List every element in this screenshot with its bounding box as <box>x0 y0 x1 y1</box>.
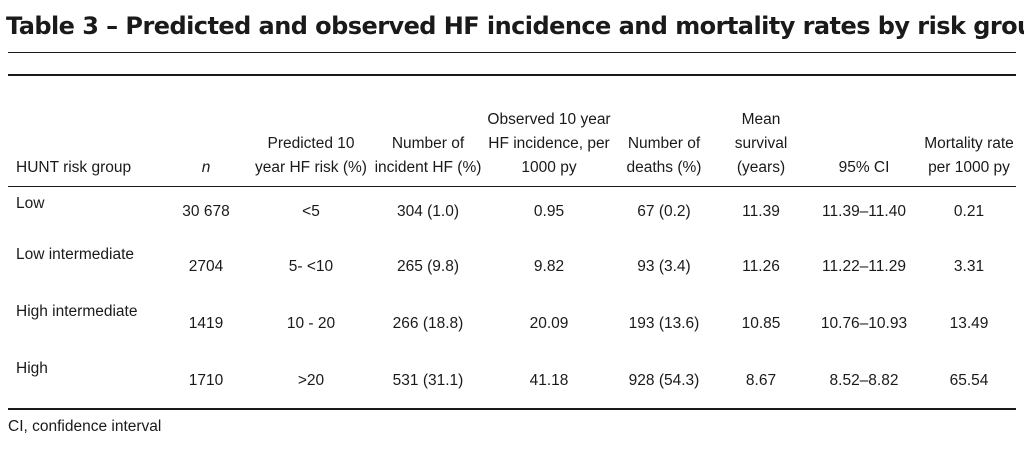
cell-incident-hf: 266 (18.8) <box>392 315 464 332</box>
table-row: High intermediate 1419 10 - 20 266 (18.8… <box>8 300 1016 357</box>
cell-incident-hf: 531 (31.1) <box>392 372 464 389</box>
cell-risk-group: High intermediate <box>16 303 138 320</box>
cell-deaths: 928 (54.3) <box>628 372 700 389</box>
cell-n: 30 678 <box>182 203 230 220</box>
header-bottom-rule <box>8 186 1016 187</box>
cell-mortality-rate: 65.54 <box>949 372 989 389</box>
cell-ci: 11.39–11.40 <box>822 203 906 220</box>
table-row: Low intermediate 2704 5- <10 265 (9.8) 9… <box>8 243 1016 300</box>
cell-observed-incidence: 0.95 <box>533 203 565 220</box>
header-top-rule <box>8 74 1016 76</box>
header-risk-group: HUNT risk group <box>16 159 132 176</box>
cell-predicted-risk: >20 <box>297 372 325 389</box>
table-row: High 1710 >20 531 (31.1) 41.18 928 (54.3… <box>8 357 1016 414</box>
cell-deaths: 193 (13.6) <box>628 315 700 332</box>
cell-observed-incidence: 20.09 <box>529 315 569 332</box>
cell-predicted-risk: <5 <box>302 203 320 220</box>
cell-mortality-rate: 0.21 <box>953 203 985 220</box>
cell-mortality-rate: 13.49 <box>949 315 989 332</box>
cell-incident-hf: 304 (1.0) <box>396 203 460 220</box>
risk-group-table: HUNT risk group n Predicted 10 year HF r… <box>8 76 1016 414</box>
header-predicted-risk: Predicted 10 year HF risk (%) <box>255 135 367 176</box>
header-mortality-rate: Mortality rate per 1000 py <box>924 135 1014 176</box>
cell-mean-survival: 11.39 <box>742 203 780 220</box>
title-rule <box>8 52 1016 53</box>
cell-predicted-risk: 5- <10 <box>288 258 334 275</box>
header-observed-incidence: Observed 10 year HF incidence, per 1000 … <box>487 111 611 176</box>
table-row: Low 30 678 <5 304 (1.0) 0.95 67 (0.2) 11… <box>8 186 1016 243</box>
cell-observed-incidence: 9.82 <box>533 258 565 275</box>
cell-n: 1419 <box>188 315 224 332</box>
header-n: n <box>201 159 211 176</box>
cell-n: 1710 <box>188 372 224 389</box>
header-row: HUNT risk group n Predicted 10 year HF r… <box>8 76 1016 186</box>
cell-ci: 8.52–8.82 <box>829 372 899 389</box>
table-footnote: CI, confidence interval <box>8 418 162 435</box>
cell-mean-survival: 10.85 <box>741 315 781 332</box>
cell-mortality-rate: 3.31 <box>953 258 985 275</box>
cell-risk-group: Low intermediate <box>16 246 135 263</box>
header-mean-survival: Mean survival (years) <box>734 111 788 176</box>
cell-observed-incidence: 41.18 <box>529 372 569 389</box>
cell-deaths: 67 (0.2) <box>637 203 691 220</box>
cell-ci: 11.22–11.29 <box>822 258 906 275</box>
cell-incident-hf: 265 (9.8) <box>396 258 460 275</box>
table-title: Table 3 – Predicted and observed HF inci… <box>6 12 1024 40</box>
table-bottom-rule <box>8 408 1016 410</box>
cell-risk-group: High <box>16 360 48 377</box>
cell-deaths: 93 (3.4) <box>637 258 691 275</box>
header-deaths: Number of deaths (%) <box>626 135 702 176</box>
cell-mean-survival: 8.67 <box>745 372 777 389</box>
cell-predicted-risk: 10 - 20 <box>286 315 336 332</box>
cell-n: 2704 <box>188 258 224 275</box>
header-ci: 95% CI <box>838 159 890 176</box>
header-incident-hf: Number of incident HF (%) <box>374 135 482 176</box>
cell-ci: 10.76–10.93 <box>820 315 908 332</box>
cell-mean-survival: 11.26 <box>742 258 780 275</box>
cell-risk-group: Low <box>16 195 45 212</box>
